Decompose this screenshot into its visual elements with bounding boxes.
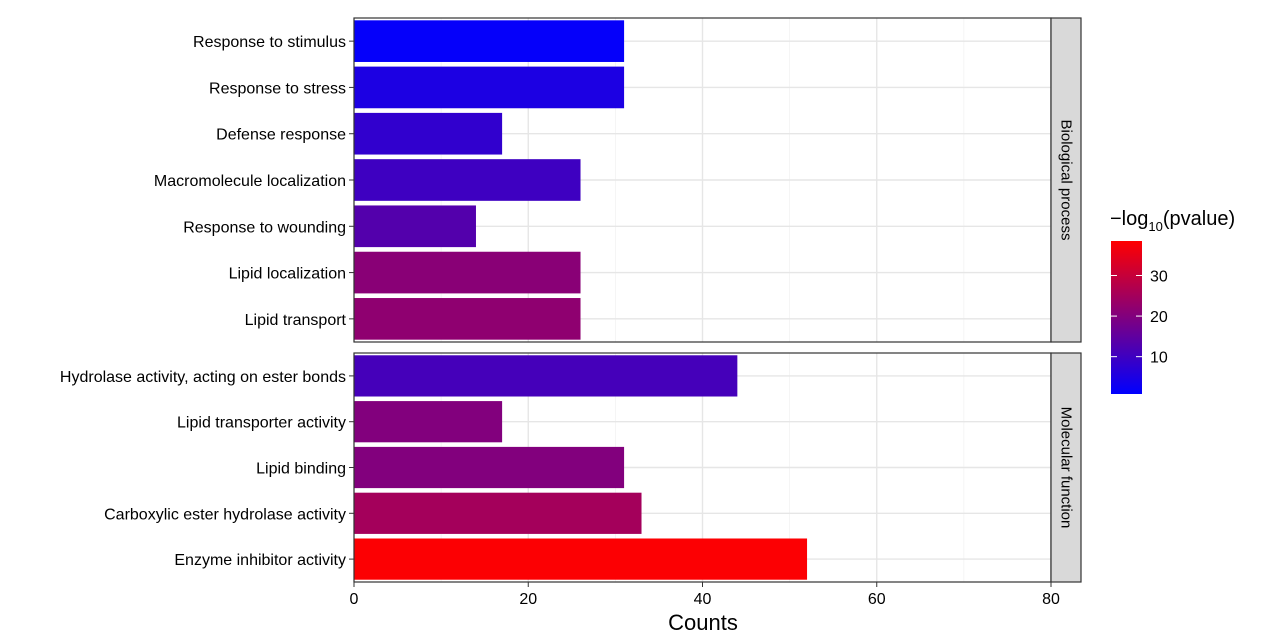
legend-colorbar	[1111, 241, 1142, 394]
x-tick-label: 60	[868, 591, 886, 608]
bar-defense-response	[354, 112, 503, 155]
category-label: Response to stress	[209, 80, 346, 97]
x-tick-label: 80	[1042, 591, 1060, 608]
category-label: Enzyme inhibitor activity	[174, 552, 346, 569]
category-label: Response to stimulus	[193, 34, 346, 51]
x-axis-title: Counts	[668, 610, 738, 635]
category-label: Hydrolase activity, acting on ester bond…	[60, 369, 346, 386]
legend-tick-label: 30	[1150, 268, 1168, 285]
legend-tick-label: 20	[1150, 309, 1168, 326]
legend-title-tail: (pvalue)	[1163, 208, 1235, 230]
facet-strip: Molecular function	[1050, 352, 1082, 583]
category-label: Carboxylic ester hydrolase activity	[104, 506, 346, 523]
bar-lipid-transporter-activity	[354, 401, 503, 443]
category-label: Response to wounding	[183, 219, 346, 236]
bar-response-to-stress	[354, 66, 625, 109]
facet-strip-background	[1050, 352, 1082, 583]
category-label: Lipid transport	[245, 312, 347, 329]
bar-response-to-stimulus	[354, 20, 625, 62]
category-label: Defense response	[216, 127, 346, 144]
panels: Response to stimulus Response to stress De…	[60, 17, 1082, 583]
panel-biological-process: Response to stimulus Response to stress De…	[154, 17, 1082, 343]
x-tick-label: 0	[350, 591, 359, 608]
facet-strip-background	[1050, 17, 1082, 343]
facet-strip: Biological process	[1050, 17, 1082, 343]
bar-response-to-wounding	[354, 205, 476, 248]
bar-macromolecule-localization	[354, 159, 581, 201]
bar-lipid-localization	[354, 251, 581, 294]
bar-enzyme-inhibitor-activity	[354, 538, 808, 580]
bar-lipid-transport	[354, 298, 581, 340]
legend-title-main: −log	[1110, 208, 1148, 230]
legend-title-sub: 10	[1148, 219, 1162, 234]
bar-carboxylic-ester-hydrolase-activity	[354, 492, 642, 534]
legend-tick-label: 10	[1150, 350, 1168, 367]
legend-ticks: 10 20 30	[1111, 268, 1168, 367]
panel-molecular-function: Hydrolase activity, acting on ester bond…	[60, 352, 1082, 583]
bar-lipid-binding	[354, 446, 625, 489]
category-label: Lipid binding	[256, 461, 346, 478]
facet-strip-label: Molecular function	[1058, 407, 1075, 529]
legend-title: −log10(pvalue)	[1110, 208, 1235, 234]
facet-strip-label: Biological process	[1058, 120, 1075, 241]
category-label: Macromolecule localization	[154, 173, 346, 190]
x-axis: 0 20 40 60 80	[350, 582, 1060, 608]
bar-hydrolase-activity-acting-on-ester-bonds	[354, 355, 738, 397]
x-tick-label: 40	[694, 591, 712, 608]
category-label: Lipid transporter activity	[177, 415, 346, 432]
x-tick-label: 20	[519, 591, 537, 608]
category-label: Lipid localization	[229, 266, 346, 283]
